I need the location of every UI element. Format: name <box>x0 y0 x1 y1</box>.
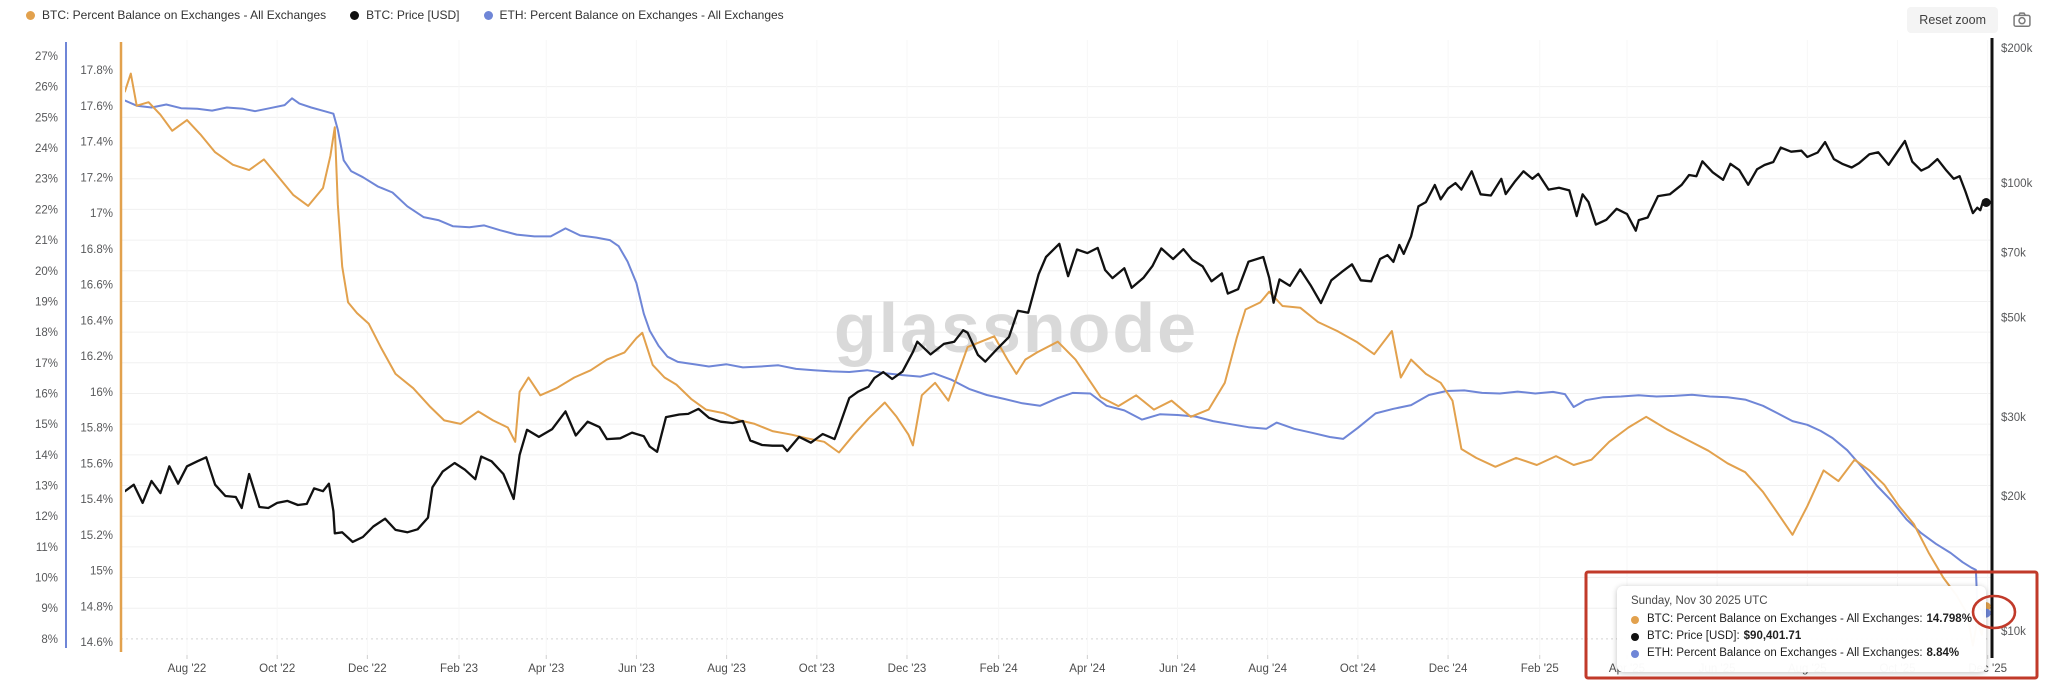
tooltip-row-btc-price: BTC: Price [USD]: $90,401.71 <box>1631 628 1972 645</box>
eth-axis-tick-label: 13% <box>35 481 58 493</box>
price-axis-tick-label: $200k <box>2001 43 2033 55</box>
price-axis-tick-label: $30k <box>2001 412 2026 424</box>
series-line-price <box>125 139 1988 544</box>
eth-axis-tick-label: 10% <box>35 573 58 585</box>
eth-axis-tick-label: 11% <box>36 542 58 554</box>
eth-axis-tick-label: 24% <box>35 143 58 155</box>
eth-axis-tick-label: 21% <box>35 235 58 247</box>
x-axis-tick-label: Dec '24 <box>1429 663 1468 675</box>
btc-axis-tick-label: 17.6% <box>80 101 113 113</box>
eth-axis-tick-label: 26% <box>35 82 58 94</box>
glassnode-watermark: glassnode <box>834 289 1198 367</box>
tooltip-value: 14.798% <box>1926 613 1972 625</box>
eth-axis-tick-label: 8% <box>41 634 58 646</box>
price-axis-tick-label: $20k <box>2001 491 2026 503</box>
eth-axis-tick-label: 27% <box>35 51 58 63</box>
btc-axis-tick-label: 16.4% <box>80 315 113 327</box>
btc-axis-tick-label: 14.8% <box>80 601 113 613</box>
btc-axis-tick-label: 16.6% <box>80 280 113 292</box>
eth-axis-tick-label: 20% <box>35 266 58 278</box>
btc-axis-tick-label: 17% <box>90 208 113 220</box>
btc-axis-tick-label: 17.8% <box>80 65 113 77</box>
chart-legend: BTC: Percent Balance on Exchanges - All … <box>26 8 784 22</box>
tooltip-label: BTC: Price [USD]: <box>1647 630 1740 642</box>
legend-label: ETH: Percent Balance on Exchanges - All … <box>499 8 784 22</box>
btc-axis-tick-label: 17.4% <box>80 137 113 149</box>
tooltip-row-btc-percent: BTC: Percent Balance on Exchanges - All … <box>1631 611 1972 628</box>
legend-dot-orange-icon <box>26 10 35 20</box>
reset-zoom-button[interactable]: Reset zoom <box>1907 7 1998 33</box>
series-line-btc_pct <box>125 72 1988 647</box>
x-axis-tick-label: Jun '24 <box>1159 663 1196 675</box>
eth-axis-tick-label: 25% <box>35 112 58 124</box>
legend-item-btc-price[interactable]: BTC: Price [USD] <box>350 8 460 22</box>
tooltip-dot-orange-icon <box>1631 615 1639 624</box>
x-axis-tick-label: Feb '25 <box>1521 663 1559 675</box>
x-axis-tick-label: Feb '23 <box>440 663 478 675</box>
x-axis-tick-label: Dec '22 <box>348 663 387 675</box>
eth-axis-tick-label: 14% <box>35 450 58 462</box>
x-axis-tick-label: Aug '22 <box>168 663 207 675</box>
eth-axis-tick-label: 18% <box>35 327 58 339</box>
tooltip-value: 8.84% <box>1926 647 1960 659</box>
series-endpoint-dot-price <box>1981 198 1991 207</box>
legend-item-btc-percent-balance[interactable]: BTC: Percent Balance on Exchanges - All … <box>26 8 326 22</box>
legend-dot-blue-icon <box>483 10 493 20</box>
price-axis-tick-label: $100k <box>2001 178 2033 190</box>
eth-axis-tick-label: 12% <box>35 511 58 523</box>
price-axis-tick-label: $10k <box>2001 626 2026 638</box>
tooltip-label: BTC: Percent Balance on Exchanges - All … <box>1647 613 1923 625</box>
tooltip-dot-black-icon <box>1631 632 1639 641</box>
price-axis-tick-label: $50k <box>2001 313 2026 325</box>
x-axis-tick-label: Aug '24 <box>1248 663 1287 675</box>
btc-axis-tick-label: 14.6% <box>80 637 113 649</box>
x-axis-tick-label: Apr '23 <box>528 663 564 675</box>
eth-axis-tick-label: 23% <box>35 174 58 186</box>
eth-axis-tick-label: 16% <box>35 388 58 400</box>
tooltip-date: Sunday, Nov 30 2025 UTC <box>1631 595 1768 607</box>
btc-axis-tick-label: 15.2% <box>80 530 113 542</box>
btc-axis-tick-label: 17.2% <box>80 172 113 184</box>
tooltip-dot-blue-icon <box>1631 649 1639 658</box>
eth-axis-tick-label: 17% <box>35 358 58 370</box>
series-line-eth_pct <box>125 97 1988 615</box>
x-axis-tick-label: Oct '24 <box>1340 663 1377 675</box>
legend-dot-black-icon <box>350 10 360 20</box>
btc-axis-tick-label: 16.2% <box>80 351 113 363</box>
btc-axis-tick-label: 16% <box>90 387 113 399</box>
eth-axis-tick-label: 22% <box>35 204 58 216</box>
camera-icon[interactable] <box>2012 10 2032 30</box>
legend-item-eth-percent-balance[interactable]: ETH: Percent Balance on Exchanges - All … <box>483 8 784 22</box>
legend-label: BTC: Price [USD] <box>366 8 460 22</box>
legend-label: BTC: Percent Balance on Exchanges - All … <box>42 8 327 22</box>
x-axis-tick-label: Oct '23 <box>799 663 835 675</box>
btc-axis-tick-label: 15% <box>90 566 113 578</box>
tooltip-label: ETH: Percent Balance on Exchanges - All … <box>1647 647 1923 659</box>
x-axis-tick-label: Jun '23 <box>618 663 655 675</box>
eth-axis-tick-label: 19% <box>35 296 58 308</box>
chart-toolbar: Reset zoom <box>1907 7 2032 33</box>
x-axis-tick-label: Oct '22 <box>259 663 295 675</box>
x-axis-tick-label: Feb '24 <box>980 663 1019 675</box>
btc-axis-tick-label: 15.6% <box>80 458 113 470</box>
x-axis-tick-label: Apr '24 <box>1069 663 1106 675</box>
btc-axis-tick-label: 16.8% <box>80 244 113 256</box>
x-axis-tick-label: Dec '23 <box>888 663 927 675</box>
btc-axis-tick-label: 15.8% <box>80 423 113 435</box>
x-axis-tick-label: Aug '23 <box>707 663 746 675</box>
tooltip-value: $90,401.71 <box>1743 630 1802 642</box>
tooltip-row-eth-percent: ETH: Percent Balance on Exchanges - All … <box>1631 645 1972 662</box>
eth-axis-tick-label: 15% <box>35 419 58 431</box>
eth-axis-tick-label: 9% <box>41 603 58 615</box>
chart-tooltip: Sunday, Nov 30 2025 UTC BTC: Percent Bal… <box>1617 586 1986 672</box>
price-axis-tick-label: $70k <box>2001 247 2026 259</box>
btc-axis-tick-label: 15.4% <box>80 494 113 506</box>
